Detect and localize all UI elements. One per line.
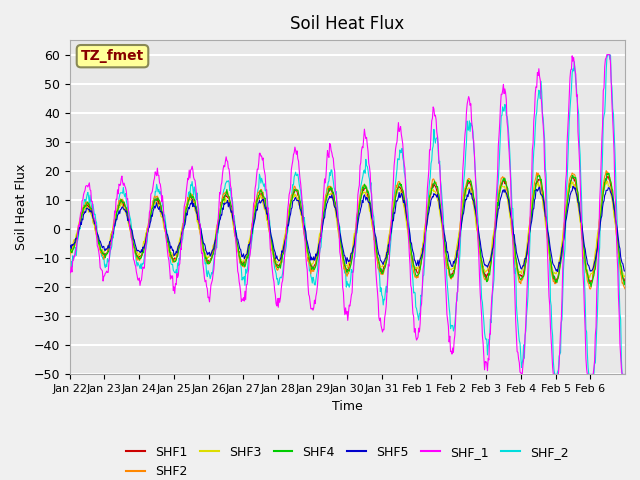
SHF3 bbox=[404, 237, 412, 242]
SHF5 bbox=[233, 236, 241, 242]
SHF4 bbox=[233, 240, 241, 245]
Line: SHF_1: SHF_1 bbox=[70, 55, 625, 374]
Text: TZ_fmet: TZ_fmet bbox=[81, 49, 144, 63]
SHF1 bbox=[404, 230, 412, 236]
SHF_2 bbox=[551, 372, 559, 377]
SHF1 bbox=[282, 233, 289, 239]
Line: SHF_2: SHF_2 bbox=[70, 55, 625, 374]
Line: SHF3: SHF3 bbox=[70, 181, 625, 278]
SHF_1 bbox=[66, 270, 74, 276]
SHF2 bbox=[233, 243, 241, 249]
SHF5 bbox=[404, 224, 412, 230]
X-axis label: Time: Time bbox=[332, 400, 363, 413]
SHF4 bbox=[404, 227, 412, 233]
Line: SHF4: SHF4 bbox=[70, 173, 625, 287]
SHF5 bbox=[66, 244, 74, 250]
SHF2 bbox=[586, 286, 594, 292]
SHF3 bbox=[436, 209, 444, 215]
SHF2 bbox=[621, 286, 629, 292]
SHF5 bbox=[260, 203, 268, 208]
SHF_2 bbox=[233, 240, 241, 245]
SHF_2 bbox=[436, 158, 444, 164]
SHF4 bbox=[66, 248, 74, 253]
Line: SHF1: SHF1 bbox=[70, 177, 625, 283]
SHF_2 bbox=[404, 217, 412, 223]
SHF3 bbox=[621, 273, 629, 278]
SHF1 bbox=[233, 240, 241, 246]
SHF5 bbox=[569, 183, 577, 189]
SHF3 bbox=[131, 247, 139, 252]
SHF1 bbox=[552, 280, 559, 286]
SHF1 bbox=[436, 202, 444, 208]
SHF4 bbox=[587, 284, 595, 289]
SHF_1 bbox=[260, 169, 268, 175]
SHF_1 bbox=[404, 236, 412, 241]
SHF4 bbox=[436, 197, 444, 203]
SHF_2 bbox=[260, 181, 268, 187]
SHF_1 bbox=[233, 258, 241, 264]
Line: SHF5: SHF5 bbox=[70, 186, 625, 272]
SHF2 bbox=[602, 168, 610, 173]
SHF1 bbox=[260, 199, 268, 204]
SHF4 bbox=[260, 196, 268, 202]
Title: Soil Heat Flux: Soil Heat Flux bbox=[291, 15, 404, 33]
SHF2 bbox=[260, 200, 268, 205]
SHF1 bbox=[605, 174, 612, 180]
SHF2 bbox=[66, 252, 74, 258]
SHF5 bbox=[282, 236, 289, 242]
Line: SHF2: SHF2 bbox=[70, 170, 625, 289]
Y-axis label: Soil Heat Flux: Soil Heat Flux bbox=[15, 164, 28, 251]
SHF2 bbox=[131, 250, 139, 256]
SHF_1 bbox=[621, 372, 629, 377]
SHF_1 bbox=[436, 163, 444, 168]
SHF1 bbox=[131, 246, 139, 252]
Legend: SHF1, SHF2, SHF3, SHF4, SHF5, SHF_1, SHF_2: SHF1, SHF2, SHF3, SHF4, SHF5, SHF_1, SHF… bbox=[122, 441, 573, 480]
SHF_2 bbox=[604, 52, 611, 58]
SHF_2 bbox=[66, 256, 74, 262]
SHF2 bbox=[282, 234, 289, 240]
SHF3 bbox=[233, 243, 241, 249]
SHF1 bbox=[66, 249, 74, 254]
SHF3 bbox=[282, 230, 289, 236]
SHF5 bbox=[131, 240, 139, 246]
SHF2 bbox=[404, 230, 412, 236]
SHF4 bbox=[131, 246, 139, 252]
SHF_2 bbox=[282, 248, 289, 253]
SHF4 bbox=[282, 238, 289, 243]
SHF5 bbox=[436, 205, 444, 211]
SHF3 bbox=[586, 275, 593, 281]
SHF_1 bbox=[603, 52, 611, 58]
SHF_1 bbox=[131, 262, 139, 267]
SHF3 bbox=[66, 246, 74, 252]
SHF_2 bbox=[621, 372, 629, 377]
SHF4 bbox=[621, 278, 629, 284]
SHF_1 bbox=[282, 240, 289, 245]
SHF_1 bbox=[518, 372, 525, 377]
SHF5 bbox=[554, 269, 561, 275]
SHF4 bbox=[605, 170, 613, 176]
SHF_2 bbox=[131, 248, 139, 254]
SHF1 bbox=[621, 276, 629, 282]
SHF3 bbox=[260, 206, 268, 212]
SHF3 bbox=[603, 178, 611, 184]
SHF2 bbox=[436, 203, 444, 209]
SHF5 bbox=[621, 268, 629, 274]
